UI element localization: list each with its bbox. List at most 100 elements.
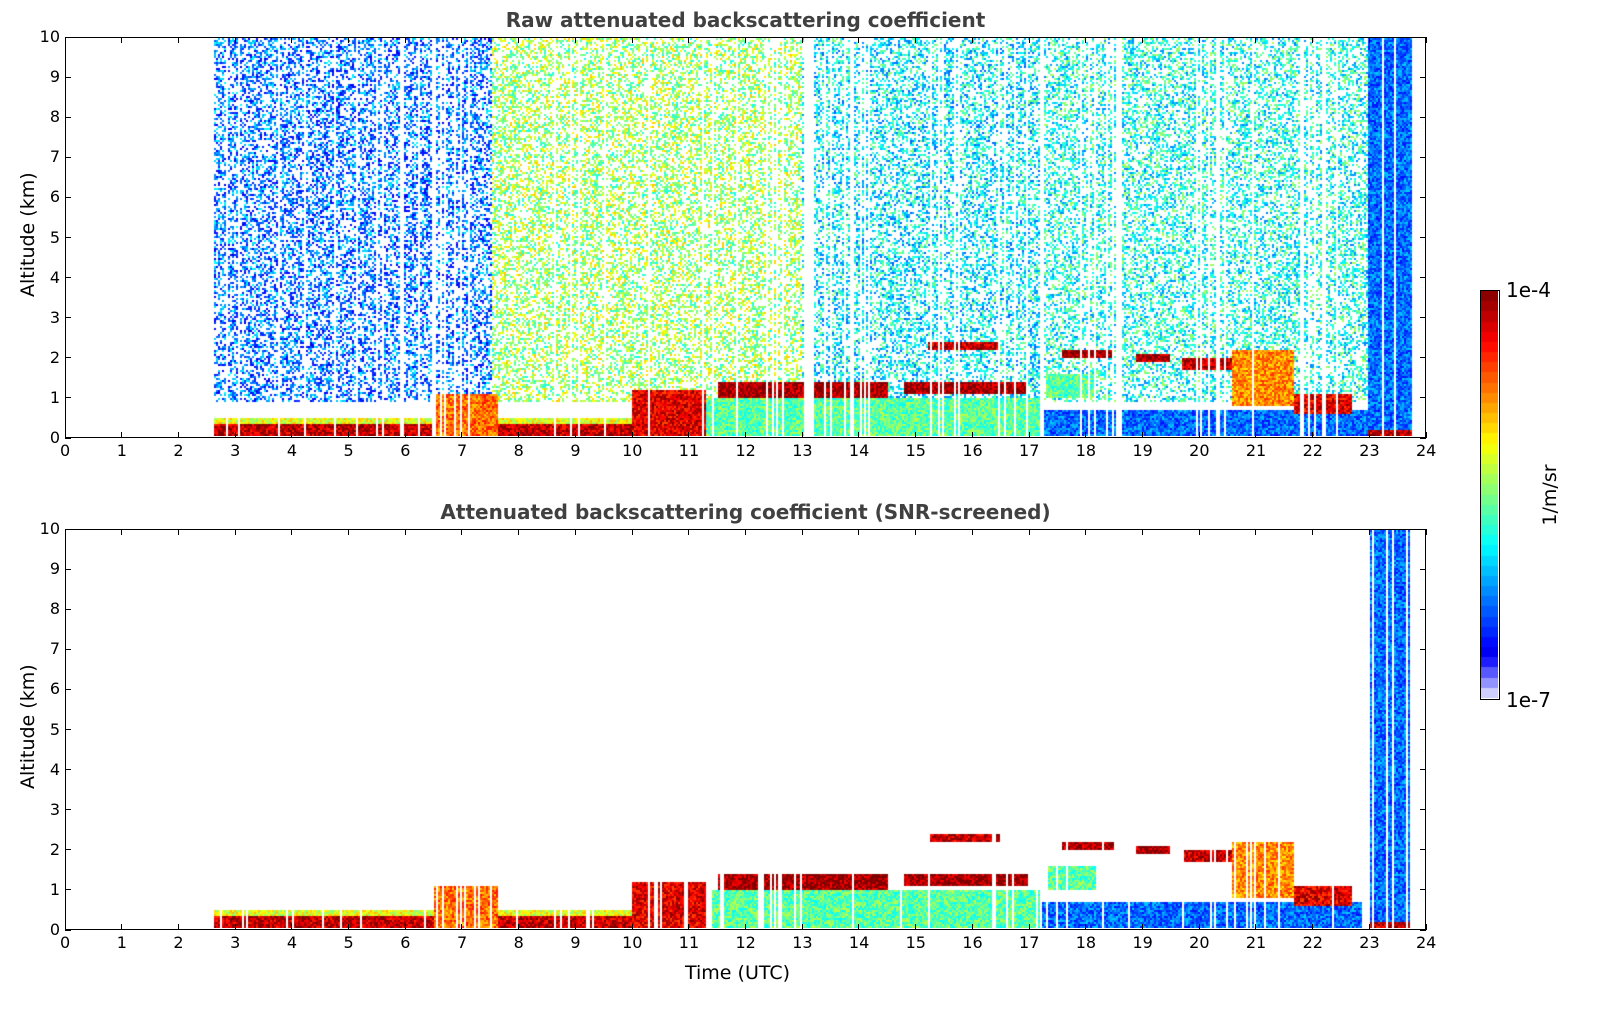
y-tick-label: 2 <box>49 839 60 859</box>
x-tick-label: 20 <box>1189 441 1210 460</box>
x-tick-label: 8 <box>513 933 524 952</box>
x-tick <box>858 432 860 438</box>
y-tick-label: 8 <box>49 107 60 127</box>
x-tick <box>801 432 803 438</box>
y-tick <box>1420 849 1426 851</box>
y-tick <box>65 849 71 851</box>
x-tick <box>461 529 463 535</box>
y-tick <box>1420 688 1426 690</box>
y-tick <box>1420 317 1426 319</box>
x-tick <box>915 924 917 930</box>
x-tick-label: 10 <box>622 933 643 952</box>
x-tick-label: 13 <box>792 933 813 952</box>
y-tick <box>65 528 71 530</box>
x-tick <box>1425 529 1427 535</box>
x-tick <box>121 37 123 43</box>
x-tick <box>64 37 66 43</box>
y-tick-label: 9 <box>49 67 60 87</box>
x-tick <box>348 529 350 535</box>
x-tick-label: 6 <box>400 933 411 952</box>
y-tick <box>65 809 71 811</box>
x-tick <box>1312 529 1314 535</box>
x-tick <box>1425 37 1427 43</box>
y-tick <box>1420 809 1426 811</box>
x-tick-label: 21 <box>1245 441 1267 460</box>
y-tick-label: 10 <box>39 27 60 46</box>
x-tick <box>404 432 406 438</box>
y-tick-label: 5 <box>49 719 60 739</box>
x-tick <box>177 432 179 438</box>
x-tick <box>1141 924 1143 930</box>
x-tick <box>745 924 746 930</box>
y-tick <box>1420 528 1426 530</box>
y-tick <box>65 76 71 78</box>
x-tick <box>1255 432 1257 438</box>
y-tick-label: 4 <box>49 267 60 287</box>
y-tick <box>65 929 71 931</box>
x-tick <box>858 529 860 535</box>
y-tick <box>1420 397 1426 399</box>
x-tick <box>1141 432 1143 438</box>
x-tick <box>234 37 236 43</box>
x-tick <box>518 529 520 535</box>
x-tick <box>971 924 973 930</box>
x-tick <box>971 529 973 535</box>
y-tick <box>1420 357 1426 359</box>
y-tick-label: 0 <box>49 920 60 939</box>
x-tick-label: 1 <box>116 933 127 952</box>
x-tick <box>461 924 463 930</box>
x-tick <box>518 924 520 930</box>
x-tick <box>291 924 293 930</box>
x-tick <box>1255 529 1257 535</box>
x-tick <box>177 529 179 535</box>
x-tick-label: 22 <box>1302 933 1323 952</box>
y-tick-label: 1 <box>49 879 60 899</box>
x-tick <box>801 37 803 43</box>
y-tick <box>65 156 71 158</box>
y-tick <box>65 237 71 238</box>
x-tick-label: 16 <box>962 441 983 460</box>
x-tick <box>348 432 350 438</box>
x-tick <box>291 529 293 535</box>
x-tick <box>1312 432 1314 438</box>
x-tick-label: 7 <box>456 933 468 952</box>
x-tick <box>404 37 406 43</box>
y-tick <box>1420 277 1426 279</box>
colorbar-units-label: 1/m/sr <box>1539 464 1561 526</box>
x-tick <box>745 529 746 535</box>
x-tick <box>688 924 690 930</box>
y-tick <box>1420 36 1426 38</box>
y-tick-label: 6 <box>49 187 60 207</box>
x-tick <box>291 37 293 43</box>
y-tick-label: 10 <box>39 519 60 538</box>
y-tick <box>65 357 71 359</box>
y-tick <box>65 36 71 38</box>
x-tick-label: 3 <box>230 933 241 952</box>
x-tick <box>1425 432 1427 438</box>
y-tick <box>1420 648 1426 650</box>
colorbar-min-label: 1e-7 <box>1506 688 1551 712</box>
y-tick <box>65 568 71 570</box>
x-tick <box>1028 37 1030 43</box>
x-tick <box>1028 529 1030 535</box>
y-tick-label: 3 <box>49 799 60 819</box>
bottom-panel-title: Attenuated backscattering coefficient (S… <box>440 500 1051 524</box>
x-tick <box>1312 37 1314 43</box>
x-tick-label: 8 <box>513 441 524 460</box>
x-tick <box>574 432 576 438</box>
y-tick <box>1420 729 1426 730</box>
x-tick <box>971 432 973 438</box>
x-tick <box>574 529 576 535</box>
x-tick <box>121 432 123 438</box>
x-tick <box>518 37 520 43</box>
x-tick-label: 10 <box>622 441 643 460</box>
x-tick <box>291 432 293 438</box>
x-tick <box>574 37 576 43</box>
x-tick <box>1368 529 1370 535</box>
x-tick <box>64 529 66 535</box>
x-tick <box>177 37 179 43</box>
x-tick <box>1198 37 1200 43</box>
y-tick <box>1420 889 1426 891</box>
y-tick <box>1420 156 1426 158</box>
x-tick <box>234 924 236 930</box>
